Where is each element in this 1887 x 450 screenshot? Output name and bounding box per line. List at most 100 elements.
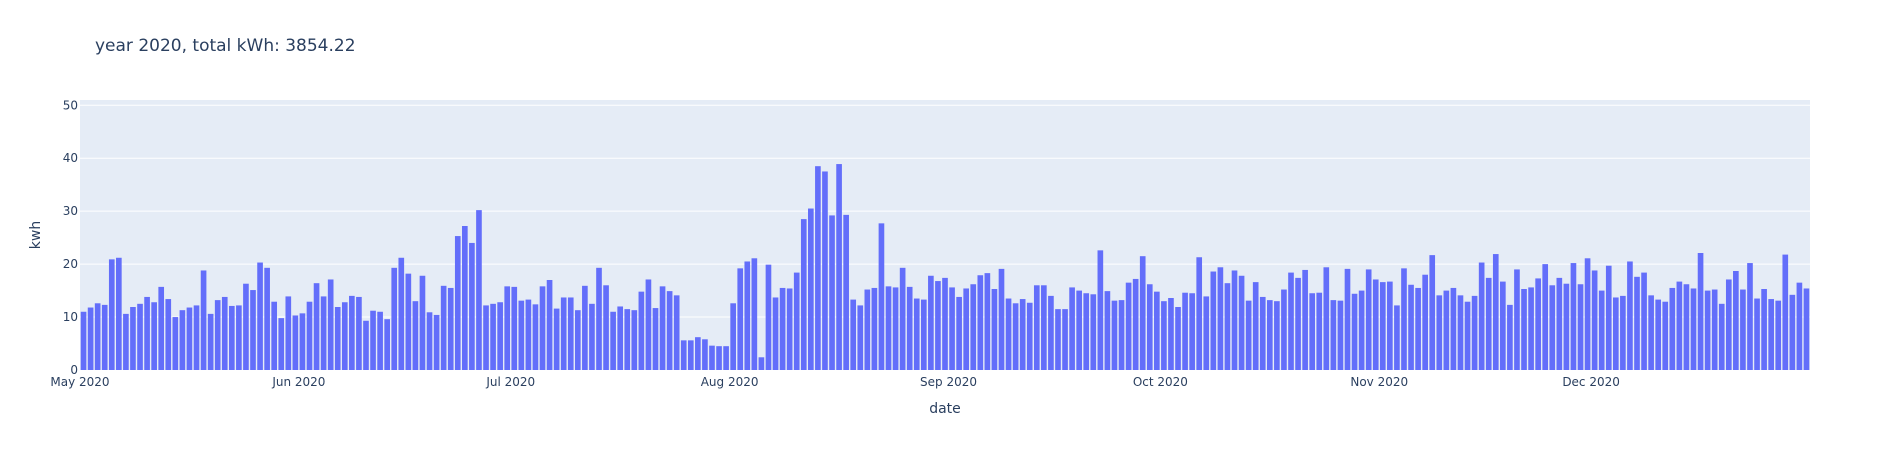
bar[interactable] (243, 283, 249, 370)
bar[interactable] (723, 346, 729, 370)
bar[interactable] (1422, 274, 1428, 370)
bar[interactable] (440, 285, 447, 370)
bar[interactable] (1048, 295, 1054, 370)
bar[interactable] (447, 287, 454, 370)
bar[interactable] (264, 267, 270, 370)
bar[interactable] (603, 285, 609, 370)
bar[interactable] (285, 296, 292, 370)
bar[interactable] (1026, 302, 1033, 370)
bar[interactable] (525, 299, 532, 370)
bar[interactable] (1252, 282, 1259, 370)
bar[interactable] (920, 299, 927, 370)
bar[interactable] (483, 305, 489, 370)
bar[interactable] (1330, 300, 1337, 370)
bar[interactable] (1090, 294, 1097, 370)
bar[interactable] (1711, 289, 1718, 370)
bar[interactable] (1768, 299, 1774, 370)
bar[interactable] (1464, 301, 1471, 370)
bar[interactable] (94, 303, 101, 370)
bar[interactable] (398, 257, 405, 370)
bar[interactable] (1577, 284, 1584, 370)
bar[interactable] (172, 317, 179, 370)
bar[interactable] (659, 286, 666, 370)
bar[interactable] (137, 303, 143, 370)
bar[interactable] (1521, 289, 1527, 370)
bar[interactable] (370, 310, 376, 370)
bar[interactable] (419, 275, 426, 370)
bar[interactable] (1210, 271, 1217, 370)
bar[interactable] (1309, 293, 1316, 370)
bar[interactable] (1076, 290, 1082, 370)
bar[interactable] (1676, 281, 1683, 370)
bar[interactable] (384, 319, 390, 370)
bar[interactable] (1605, 265, 1612, 370)
bar[interactable] (1055, 309, 1061, 370)
bar[interactable] (186, 307, 193, 370)
bar[interactable] (850, 299, 857, 370)
bar[interactable] (271, 301, 278, 370)
bar[interactable] (454, 236, 461, 370)
bar[interactable] (469, 242, 475, 370)
bar[interactable] (1570, 263, 1577, 370)
bar[interactable] (497, 302, 503, 370)
bar[interactable] (1231, 270, 1238, 370)
bar[interactable] (341, 302, 348, 370)
bar[interactable] (123, 313, 129, 370)
bar[interactable] (786, 288, 793, 370)
bar[interactable] (504, 286, 511, 370)
bar[interactable] (363, 320, 369, 370)
bar[interactable] (1584, 258, 1591, 370)
bar[interactable] (236, 305, 242, 370)
bar[interactable] (1697, 253, 1704, 370)
bar[interactable] (221, 296, 228, 370)
bar[interactable] (793, 272, 800, 370)
bar[interactable] (1245, 300, 1252, 370)
bar[interactable] (1507, 304, 1513, 370)
bar[interactable] (108, 259, 115, 370)
bar[interactable] (1620, 295, 1626, 370)
bar[interactable] (1443, 290, 1450, 370)
bar[interactable] (1118, 300, 1125, 370)
bar[interactable] (1337, 300, 1344, 370)
bar[interactable] (1408, 284, 1414, 370)
bar[interactable] (1005, 298, 1012, 370)
bar[interactable] (1344, 268, 1351, 370)
bar[interactable] (1323, 267, 1330, 370)
bar[interactable] (1747, 263, 1753, 370)
bar[interactable] (1104, 291, 1111, 370)
bar[interactable] (1612, 297, 1619, 370)
bar[interactable] (1288, 272, 1294, 370)
bar[interactable] (1457, 295, 1464, 370)
bar[interactable] (906, 286, 913, 370)
bar[interactable] (165, 299, 172, 370)
bar[interactable] (1683, 284, 1690, 370)
bar[interactable] (1083, 293, 1090, 370)
bar[interactable] (1189, 293, 1195, 370)
bar[interactable] (278, 318, 285, 370)
bar[interactable] (1655, 299, 1662, 370)
bar[interactable] (871, 287, 878, 370)
bar[interactable] (1295, 277, 1301, 370)
bar[interactable] (1146, 284, 1153, 370)
bar[interactable] (1033, 285, 1040, 370)
bar[interactable] (1591, 270, 1598, 370)
bar[interactable] (716, 346, 722, 370)
bar[interactable] (829, 215, 835, 370)
bar[interactable] (1725, 279, 1732, 370)
bar[interactable] (673, 295, 680, 370)
bar[interactable] (574, 310, 581, 370)
bar[interactable] (433, 314, 440, 370)
bar[interactable] (589, 303, 595, 370)
bar[interactable] (1796, 282, 1803, 370)
bar[interactable] (214, 300, 221, 370)
bar[interactable] (899, 267, 906, 370)
bar[interactable] (327, 279, 334, 370)
bar[interactable] (709, 345, 715, 370)
bar[interactable] (751, 258, 758, 370)
bar[interactable] (843, 214, 849, 370)
bar[interactable] (1302, 269, 1308, 370)
bar[interactable] (144, 296, 150, 370)
bar[interactable] (1365, 269, 1372, 370)
bar[interactable] (1316, 292, 1323, 370)
bar[interactable] (885, 286, 892, 370)
